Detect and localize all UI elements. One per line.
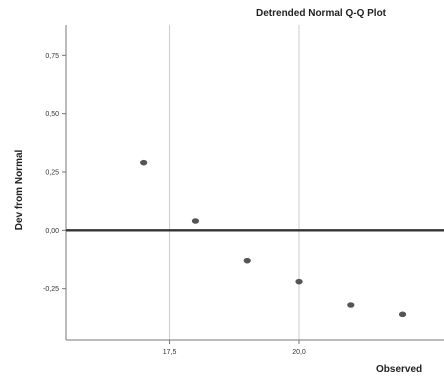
x-tick-label-1: 20,0 bbox=[292, 349, 306, 356]
x-tick-labels: 17,5 20,0 bbox=[163, 340, 306, 356]
y-tick-labels: -0,25 0,00 0,25 0,50 0,75 bbox=[43, 53, 66, 293]
data-points bbox=[140, 159, 407, 318]
y-tick-label-3: 0,50 bbox=[45, 111, 59, 118]
y-tick-label-2: 0,25 bbox=[45, 170, 59, 177]
chart-title: Detrended Normal Q-Q Plot bbox=[256, 8, 387, 19]
plot-frame bbox=[65, 25, 444, 341]
data-point-5 bbox=[398, 311, 407, 318]
x-axis-label: Observed bbox=[376, 364, 422, 375]
data-point-4 bbox=[347, 302, 355, 308]
data-point-3 bbox=[295, 278, 303, 285]
data-point-0 bbox=[140, 159, 148, 166]
y-tick-label-4: 0,75 bbox=[45, 53, 59, 60]
grid-lines bbox=[169, 25, 300, 340]
y-tick-label-1: 0,00 bbox=[45, 228, 59, 235]
y-axis-label: Dev from Normal bbox=[14, 149, 25, 230]
y-tick-label-0: -0,25 bbox=[43, 286, 59, 293]
data-point-1 bbox=[191, 218, 200, 224]
x-tick-label-0: 17,5 bbox=[163, 349, 177, 356]
data-point-2 bbox=[243, 257, 251, 264]
